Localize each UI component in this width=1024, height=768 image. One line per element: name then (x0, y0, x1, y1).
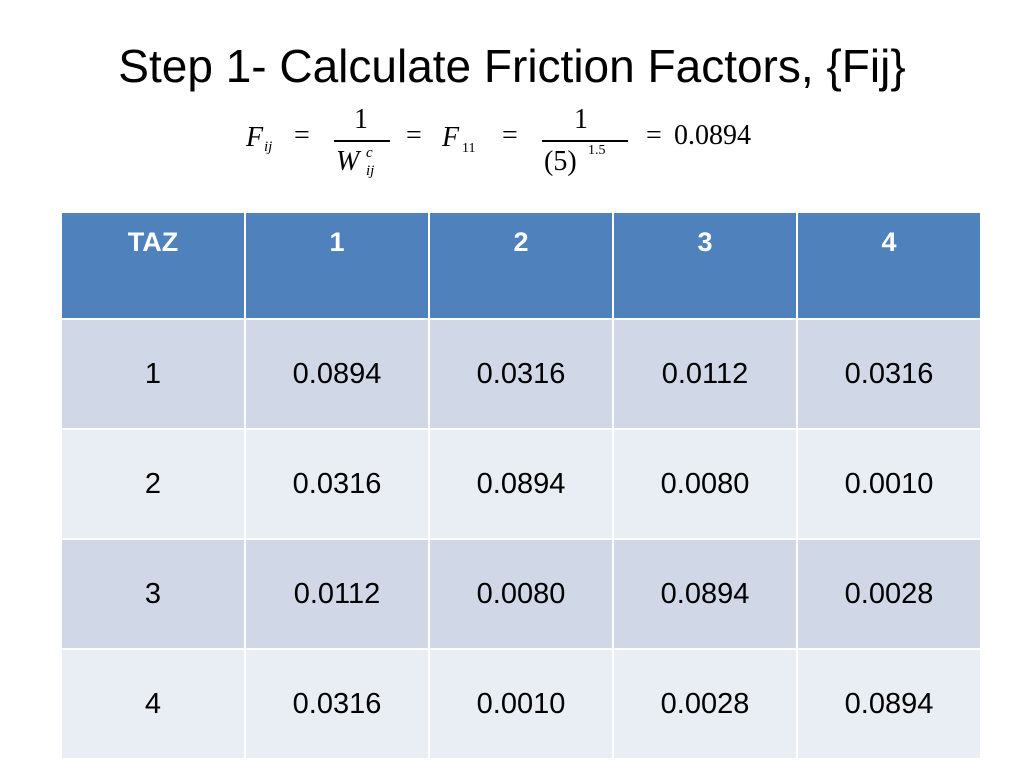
row-label: 2 (60, 428, 246, 540)
table-row: 2 0.0316 0.0894 0.0080 0.0010 (60, 428, 982, 540)
formula-result: 0.0894 (674, 120, 751, 151)
formula-sub-11: 11 (462, 141, 476, 156)
formula-equals-1: = (294, 120, 310, 151)
table-cell: 0.0316 (244, 648, 430, 760)
header-zone-2: 2 (428, 211, 614, 320)
formula-equals-2: = (406, 120, 422, 151)
formula-F: F (246, 122, 264, 153)
table-row: 4 0.0316 0.0010 0.0028 0.0894 (60, 648, 982, 760)
row-label: 3 (60, 538, 246, 650)
formula-fraction-bar-2 (542, 140, 628, 142)
table-cell: 0.0028 (796, 538, 982, 650)
table-cell: 0.0316 (796, 318, 982, 430)
formula-fraction-bar-1 (334, 140, 390, 142)
table-cell: 0.0112 (244, 538, 430, 650)
header-zone-1: 1 (244, 211, 430, 320)
table-cell: 0.0080 (612, 428, 798, 540)
friction-factor-table: TAZ 1 2 3 4 1 0.0894 0.0316 0.0112 0.031… (60, 211, 982, 760)
table-cell: 0.0010 (796, 428, 982, 540)
header-zone-4: 4 (796, 211, 982, 320)
formula-base: (5) (544, 146, 577, 177)
table-cell: 0.0894 (428, 428, 614, 540)
formula-numerator-1: 1 (354, 104, 368, 135)
table-row: 3 0.0112 0.0080 0.0894 0.0028 (60, 538, 982, 650)
table-cell: 0.0894 (612, 538, 798, 650)
friction-factor-formula: F ij = 1 W c ij = F 11 = 1 (5) 1.5 = 0.0… (246, 106, 806, 196)
formula-sub-ij: ij (264, 139, 273, 155)
table-cell: 0.0316 (428, 318, 614, 430)
header-zone-3: 3 (612, 211, 798, 320)
table-cell: 0.0112 (612, 318, 798, 430)
formula-equals-4: = (646, 120, 662, 151)
formula-exponent: 1.5 (588, 143, 606, 158)
formula-W: W (336, 146, 360, 177)
formula-numerator-2: 1 (574, 104, 588, 135)
formula-equals-3: = (502, 120, 518, 151)
table-cell: 0.0028 (612, 648, 798, 760)
table-header-row: TAZ 1 2 3 4 (60, 211, 982, 320)
header-taz: TAZ (60, 211, 246, 320)
table-cell: 0.0316 (244, 428, 430, 540)
table-row: 1 0.0894 0.0316 0.0112 0.0316 (60, 318, 982, 430)
table-cell: 0.0080 (428, 538, 614, 650)
formula-F-2: F (442, 122, 460, 153)
table-cell: 0.0010 (428, 648, 614, 760)
row-label: 4 (60, 648, 246, 760)
formula-sup-c: c (366, 145, 373, 161)
slide-title: Step 1- Calculate Friction Factors, {Fij… (118, 40, 906, 92)
table-cell: 0.0894 (244, 318, 430, 430)
row-label: 1 (60, 318, 246, 430)
table-cell: 0.0894 (796, 648, 982, 760)
formula-sub-ij-2: ij (366, 163, 375, 179)
